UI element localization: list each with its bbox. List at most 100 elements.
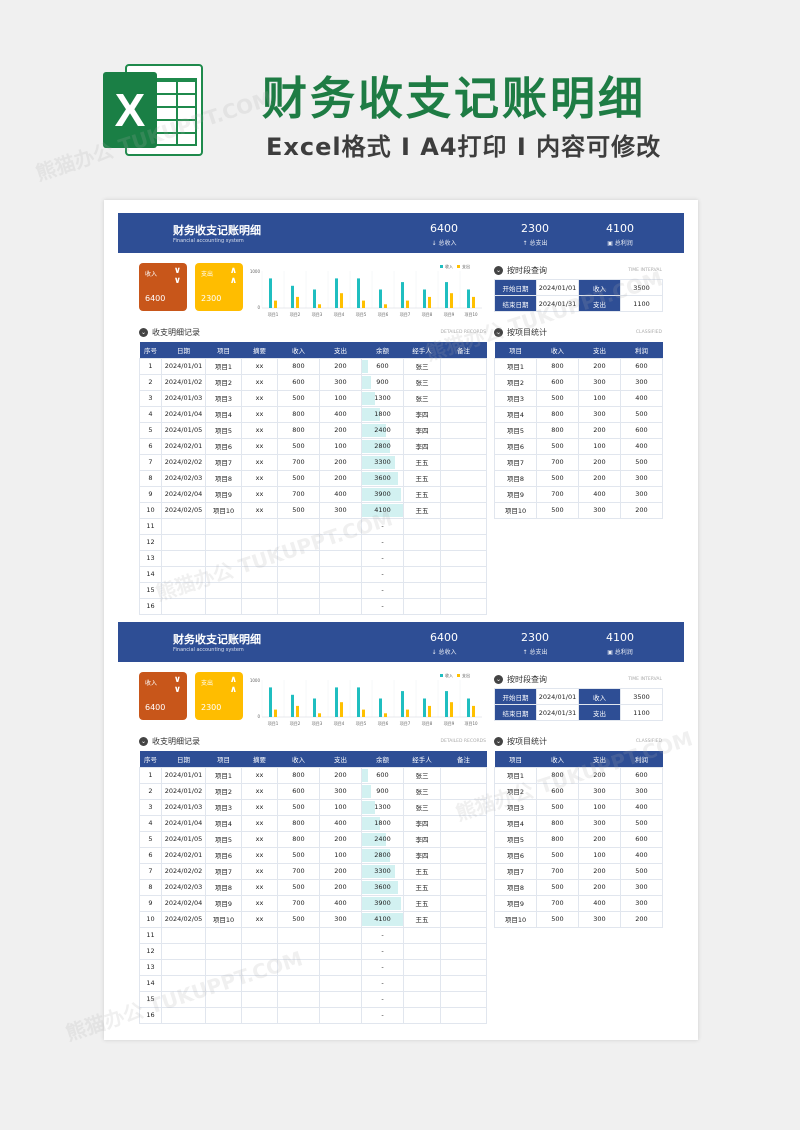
table-cell[interactable]	[319, 517, 362, 535]
table-cell[interactable]	[440, 437, 487, 455]
table-cell[interactable]: xx	[241, 862, 278, 880]
table-cell[interactable]: 王五	[403, 894, 441, 912]
table-cell[interactable]: xx	[241, 814, 278, 832]
table-cell[interactable]: 项目8	[205, 878, 242, 896]
table-cell[interactable]	[440, 357, 487, 375]
table-cell[interactable]: -	[361, 565, 404, 583]
table-cell[interactable]	[277, 990, 320, 1008]
table-cell[interactable]: 项目5	[205, 830, 242, 848]
table-cell[interactable]: 4	[139, 814, 162, 832]
table-cell[interactable]: 5	[139, 830, 162, 848]
table-cell[interactable]	[277, 942, 320, 960]
table-cell[interactable]	[440, 894, 487, 912]
table-cell[interactable]	[277, 565, 320, 583]
table-cell[interactable]	[161, 974, 206, 992]
table-cell[interactable]: 100	[319, 389, 362, 407]
table-cell[interactable]: 2400	[361, 421, 404, 439]
table-cell[interactable]: -	[361, 974, 404, 992]
table-cell[interactable]: 11	[139, 926, 162, 944]
table-cell[interactable]: 3300	[361, 862, 404, 880]
table-cell[interactable]	[403, 926, 441, 944]
table-cell[interactable]: -	[361, 958, 404, 976]
table-cell[interactable]: 项目7	[205, 862, 242, 880]
table-cell[interactable]: xx	[241, 798, 278, 816]
table-cell[interactable]: xx	[241, 357, 278, 375]
table-cell[interactable]: 500	[277, 878, 320, 896]
table-cell[interactable]: 200	[319, 469, 362, 487]
table-cell[interactable]	[403, 942, 441, 960]
table-cell[interactable]: 9	[139, 485, 162, 503]
table-cell[interactable]: 张三	[403, 798, 441, 816]
table-cell[interactable]: 3600	[361, 878, 404, 896]
table-cell[interactable]	[161, 517, 206, 535]
table-cell[interactable]: 2024/01/03	[161, 389, 206, 407]
table-cell[interactable]	[241, 958, 278, 976]
table-cell[interactable]: 王五	[403, 501, 441, 519]
table-cell[interactable]	[403, 974, 441, 992]
table-cell[interactable]: 王五	[403, 878, 441, 896]
table-cell[interactable]: 2	[139, 373, 162, 391]
table-cell[interactable]	[241, 581, 278, 599]
table-cell[interactable]: 项目9	[205, 894, 242, 912]
table-cell[interactable]	[440, 942, 487, 960]
table-cell[interactable]: 项目5	[205, 421, 242, 439]
table-cell[interactable]	[440, 581, 487, 599]
table-cell[interactable]	[277, 1006, 320, 1024]
table-cell[interactable]: 项目10	[205, 501, 242, 519]
table-cell[interactable]	[440, 373, 487, 391]
table-cell[interactable]: 3300	[361, 453, 404, 471]
table-cell[interactable]: 王五	[403, 485, 441, 503]
table-cell[interactable]	[241, 533, 278, 551]
table-cell[interactable]	[161, 1006, 206, 1024]
table-cell[interactable]: 3600	[361, 469, 404, 487]
table-cell[interactable]: -	[361, 1006, 404, 1024]
table-cell[interactable]: xx	[241, 830, 278, 848]
table-cell[interactable]: xx	[241, 485, 278, 503]
table-cell[interactable]	[319, 974, 362, 992]
table-cell[interactable]: 3900	[361, 894, 404, 912]
table-cell[interactable]	[319, 990, 362, 1008]
table-cell[interactable]: 4100	[361, 501, 404, 519]
table-cell[interactable]: 10	[139, 501, 162, 519]
table-cell[interactable]: 600	[361, 357, 404, 375]
table-cell[interactable]: -	[361, 942, 404, 960]
table-cell[interactable]: 700	[277, 453, 320, 471]
table-cell[interactable]: 800	[277, 814, 320, 832]
table-cell[interactable]: 2024/01/01	[161, 766, 206, 784]
table-cell[interactable]: 800	[277, 405, 320, 423]
table-cell[interactable]: 2024/02/02	[161, 453, 206, 471]
table-cell[interactable]: 项目1	[205, 766, 242, 784]
table-cell[interactable]: 项目3	[205, 389, 242, 407]
table-cell[interactable]: 16	[139, 1006, 162, 1024]
start-date-input[interactable]: 2024/01/01	[536, 688, 579, 705]
table-cell[interactable]: 8	[139, 878, 162, 896]
end-date-input[interactable]: 2024/01/31	[536, 295, 579, 312]
table-cell[interactable]	[205, 942, 242, 960]
table-cell[interactable]	[319, 581, 362, 599]
table-cell[interactable]: 7	[139, 862, 162, 880]
table-cell[interactable]	[277, 597, 320, 615]
table-cell[interactable]: -	[361, 549, 404, 567]
table-cell[interactable]: 600	[277, 373, 320, 391]
table-cell[interactable]: 200	[319, 421, 362, 439]
table-cell[interactable]	[161, 581, 206, 599]
table-cell[interactable]	[403, 958, 441, 976]
table-cell[interactable]: 13	[139, 549, 162, 567]
table-cell[interactable]: 1800	[361, 405, 404, 423]
table-cell[interactable]: 5	[139, 421, 162, 439]
table-cell[interactable]	[440, 766, 487, 784]
table-cell[interactable]: 张三	[403, 782, 441, 800]
table-cell[interactable]	[277, 974, 320, 992]
table-cell[interactable]	[161, 549, 206, 567]
table-cell[interactable]: 王五	[403, 453, 441, 471]
table-cell[interactable]	[277, 926, 320, 944]
table-cell[interactable]	[440, 990, 487, 1008]
table-cell[interactable]: -	[361, 533, 404, 551]
table-cell[interactable]: -	[361, 926, 404, 944]
table-cell[interactable]: 项目6	[205, 846, 242, 864]
table-cell[interactable]	[440, 798, 487, 816]
table-cell[interactable]: 15	[139, 990, 162, 1008]
table-cell[interactable]	[440, 910, 487, 928]
table-cell[interactable]	[440, 517, 487, 535]
table-cell[interactable]: 800	[277, 830, 320, 848]
